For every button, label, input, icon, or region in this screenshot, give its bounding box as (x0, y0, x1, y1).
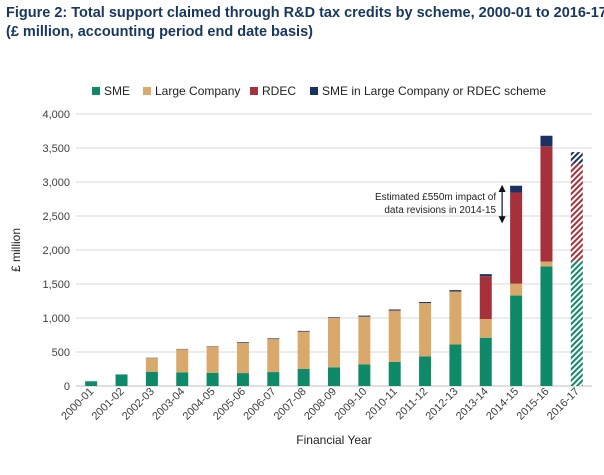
bars-group (85, 135, 583, 386)
bar-sme (267, 372, 280, 386)
x-tick-label: 2015-16 (515, 386, 552, 423)
bar-sme (570, 260, 583, 386)
annotation: Estimated £550m impact of data revisions … (375, 184, 506, 224)
bar-sme-in-large-or-rdec (328, 317, 340, 318)
bar-sme (358, 364, 371, 386)
bar-large-company (358, 316, 371, 365)
x-tick-label: 2008-09 (302, 386, 339, 423)
bar-sme-in-large-or-rdec (267, 338, 280, 340)
bar-large-company (267, 339, 280, 373)
x-tick-label: 2013-14 (454, 386, 491, 423)
chart-title-line1: Figure 2: Total support claimed through … (6, 5, 604, 21)
bar-large-company (176, 349, 189, 373)
y-tick-label: 3,000 (42, 177, 70, 189)
bar-sme (449, 344, 462, 386)
legend-label: SME in Large Company or RDEC scheme (322, 84, 546, 98)
x-tick-label: 2002-03 (120, 386, 157, 423)
bar-large-company (236, 342, 249, 374)
bar-sme-in-large-or-rdec (479, 274, 492, 277)
x-tick-label: 2009-10 (332, 386, 369, 423)
x-tick-label: 2014-15 (484, 386, 521, 423)
x-tick-label: 2007-08 (272, 386, 309, 423)
y-tick-label: 2,500 (42, 211, 70, 223)
bar-sme (176, 372, 189, 386)
bar-large-company (328, 318, 340, 368)
annotation-text-line1: Estimated £550m impact of (375, 192, 496, 203)
bar-sme-in-large-or-rdec (388, 309, 401, 311)
bar-sme (85, 381, 98, 386)
legend-label: RDEC (262, 84, 296, 98)
bar-sme (540, 266, 553, 386)
x-tick-label: 2004-05 (181, 386, 218, 423)
bar-sme-in-large-or-rdec (419, 302, 432, 304)
y-tick-label: 0 (64, 381, 70, 393)
y-tick-label: 1,000 (42, 313, 70, 325)
bar-rdec (540, 146, 553, 262)
x-tick-label: 2003-04 (150, 386, 187, 423)
x-axis: 2000-012001-022002-032003-042004-052005-… (59, 386, 582, 423)
bar-sme (297, 369, 310, 386)
bar-large-company (540, 261, 553, 267)
legend-swatch (310, 87, 318, 95)
bar-large-company (449, 291, 462, 345)
legend-swatch (92, 87, 100, 95)
bar-large-company (388, 310, 401, 362)
legend-swatch (143, 87, 151, 95)
bar-large-company (510, 283, 523, 296)
x-tick-label: 2005-06 (211, 386, 248, 423)
y-axis: 0 500 1,000 1,500 2,000 2,500 3,000 3,500 4,000 (42, 109, 70, 393)
bar-sme (236, 373, 249, 386)
gridlines (76, 113, 592, 387)
y-tick-label: 2,000 (42, 245, 70, 257)
bar-sme (419, 356, 432, 386)
bar-large-company (206, 346, 219, 373)
bar-sme-in-large-or-rdec (449, 290, 462, 292)
bar-sme-in-large-or-rdec (570, 152, 583, 164)
bar-rdec (570, 163, 583, 261)
bar-large-company (297, 331, 310, 369)
bar-sme-in-large-or-rdec (297, 330, 310, 332)
y-axis-title: £ million (9, 228, 23, 272)
bar-sme (145, 371, 158, 386)
x-axis-title: Financial Year (296, 433, 371, 447)
bar-rdec (510, 192, 523, 284)
bar-sme-in-large-or-rdec (358, 315, 371, 317)
bar-sme (388, 361, 401, 386)
bar-sme-in-large-or-rdec (510, 185, 523, 193)
x-tick-label: 2010-11 (363, 386, 399, 422)
bar-large-company (479, 319, 492, 338)
x-tick-label: 2001-02 (90, 386, 127, 423)
bar-large-company (419, 303, 432, 357)
bar-sme (510, 295, 523, 386)
bar-sme-in-large-or-rdec (236, 342, 249, 343)
legend-label: Large Company (155, 84, 240, 98)
bar-large-company (145, 358, 158, 372)
bar-sme-in-large-or-rdec (540, 135, 553, 147)
x-tick-label: 2012-13 (423, 386, 460, 423)
chart-title: Figure 2: Total support claimed through … (6, 4, 604, 42)
bar-rdec (479, 276, 492, 320)
chart-title-line2: (£ million, accounting period end date b… (6, 24, 313, 40)
y-tick-label: 1,500 (42, 279, 70, 291)
bar-sme (115, 374, 128, 386)
legend-swatch (250, 87, 258, 95)
legend-label: SME (104, 84, 130, 98)
y-tick-label: 3,500 (42, 143, 70, 155)
bar-sme (328, 367, 340, 386)
y-tick-label: 500 (52, 347, 70, 359)
bar-sme (206, 372, 219, 386)
annotation-text-line2: data revisions in 2014-15 (384, 205, 496, 216)
x-tick-label: 2016-17 (545, 386, 582, 423)
legend: SME Large Company RDEC SME in Large Company… (92, 84, 546, 98)
y-tick-label: 4,000 (42, 109, 70, 121)
bar-sme (479, 337, 492, 386)
x-tick-label: 2006-07 (241, 386, 278, 423)
